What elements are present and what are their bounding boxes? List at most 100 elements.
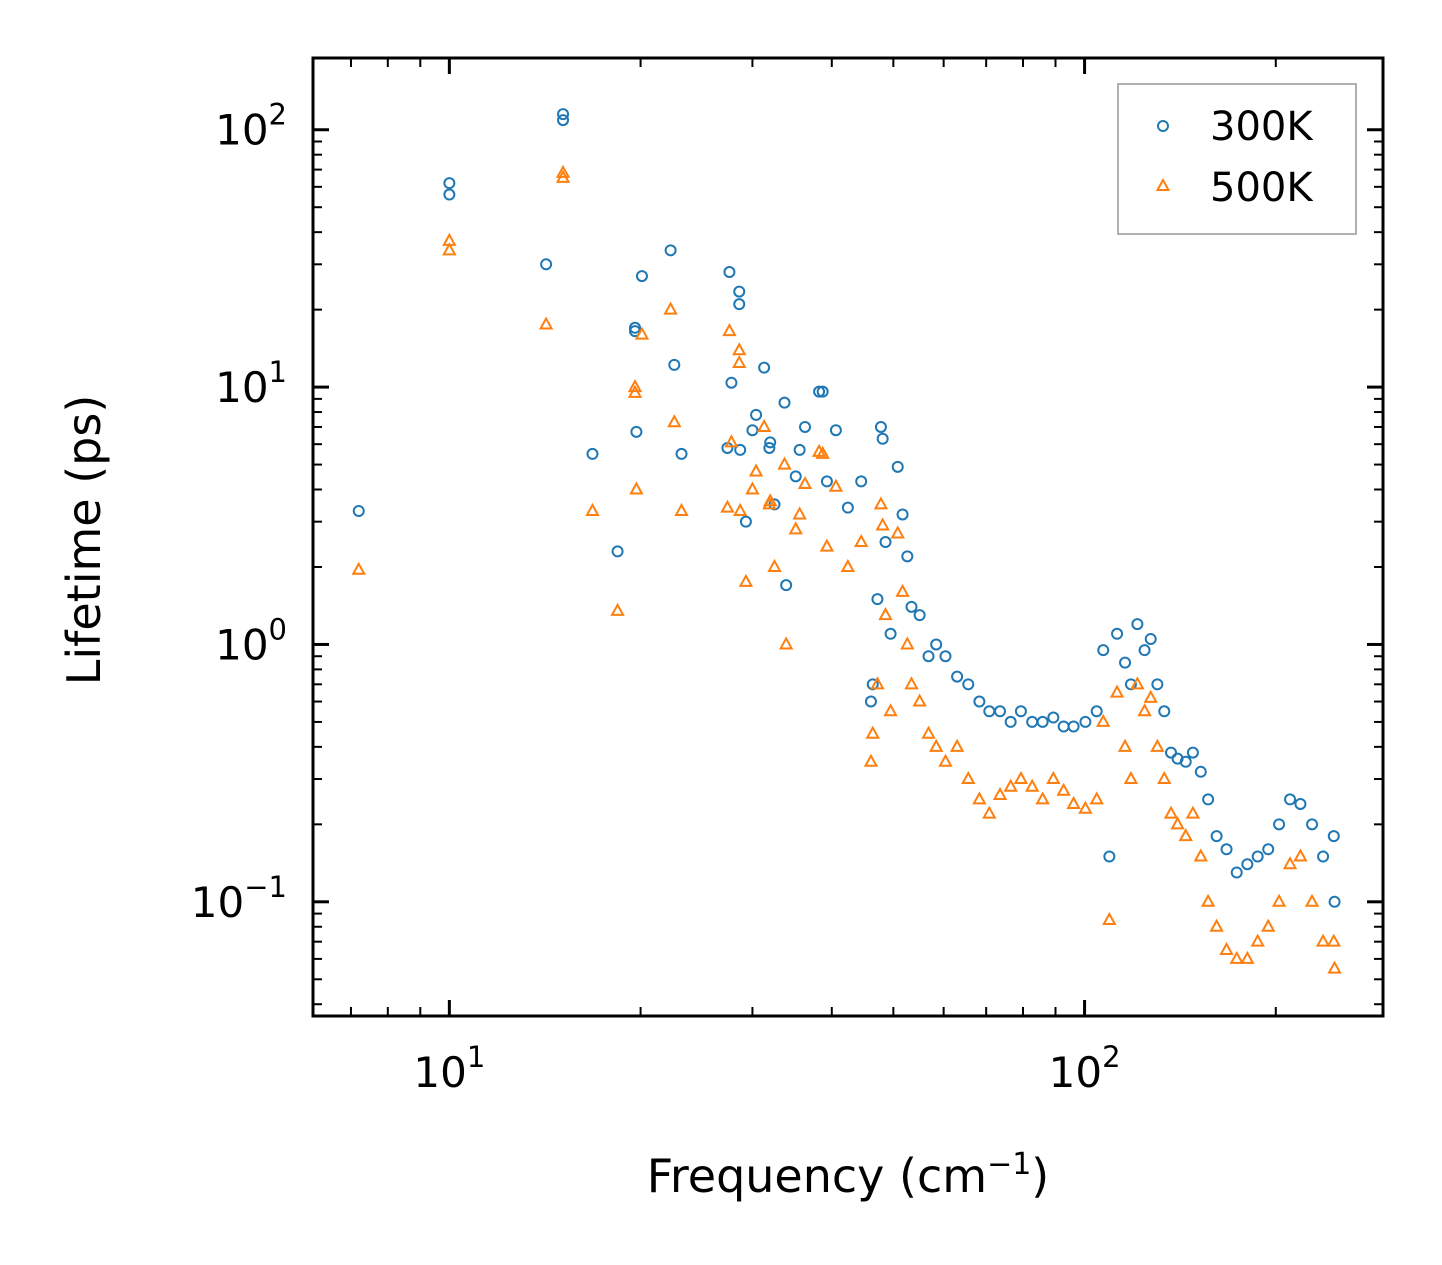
data-point-500k bbox=[883, 703, 898, 717]
data-point-500k bbox=[792, 506, 807, 520]
data-point-500k bbox=[992, 786, 1008, 801]
data-point-500k bbox=[738, 573, 754, 587]
data-point-500k bbox=[938, 753, 953, 767]
series-300k bbox=[352, 108, 1341, 908]
x-tick-label: 102 bbox=[1049, 1040, 1121, 1097]
data-point-300k bbox=[1158, 705, 1171, 718]
data-point-300k bbox=[973, 695, 986, 708]
data-point-500k bbox=[1209, 918, 1224, 932]
data-point-300k bbox=[764, 436, 777, 449]
data-point-500k bbox=[1163, 805, 1179, 819]
data-point-300k bbox=[352, 505, 365, 518]
data-point-300k bbox=[1047, 711, 1060, 724]
data-point-500k bbox=[912, 693, 927, 707]
data-point-300k bbox=[778, 396, 791, 409]
data-point-500k bbox=[815, 445, 830, 459]
legend-label-500k: 500K bbox=[1210, 165, 1314, 211]
data-point-500k bbox=[1137, 703, 1152, 717]
data-point-300k bbox=[871, 593, 884, 606]
data-point-300k bbox=[816, 385, 829, 398]
data-point-500k bbox=[1056, 782, 1071, 796]
data-point-300k bbox=[1241, 858, 1254, 871]
data-point-500k bbox=[895, 583, 910, 597]
data-point-500k bbox=[733, 502, 748, 517]
data-point-300k bbox=[723, 266, 736, 279]
data-point-300k bbox=[1103, 850, 1116, 863]
x-tick-label: 101 bbox=[413, 1040, 485, 1097]
data-point-500k bbox=[875, 517, 890, 531]
data-point-500k bbox=[1304, 893, 1320, 907]
series-layer bbox=[351, 108, 1342, 974]
x-axis-title: Frequency (cm−1) bbox=[647, 1147, 1050, 1203]
data-point-500k bbox=[778, 636, 794, 650]
data-point-500k bbox=[720, 499, 735, 513]
data-point-500k bbox=[722, 323, 737, 337]
data-point-300k bbox=[763, 441, 776, 454]
data-point-300k bbox=[901, 550, 914, 563]
data-point-500k bbox=[1150, 738, 1165, 752]
data-point-300k bbox=[876, 432, 889, 445]
data-point-500k bbox=[854, 533, 869, 548]
data-point-500k bbox=[538, 316, 554, 330]
data-point-500k bbox=[865, 725, 880, 739]
data-point-300k bbox=[635, 270, 648, 283]
data-point-500k bbox=[878, 607, 893, 621]
data-point-300k bbox=[1138, 644, 1151, 657]
data-point-500k bbox=[667, 414, 682, 428]
data-point-300k bbox=[733, 285, 746, 298]
data-point-300k bbox=[1186, 746, 1199, 759]
data-point-300k bbox=[905, 600, 918, 613]
data-point-300k bbox=[1194, 765, 1207, 778]
data-point-500k bbox=[949, 738, 965, 752]
data-point-500k bbox=[627, 384, 643, 398]
data-point-300k bbox=[443, 188, 456, 201]
data-point-300k bbox=[1210, 830, 1223, 843]
data-point-300k bbox=[1090, 705, 1103, 718]
data-point-500k bbox=[797, 475, 813, 490]
data-point-300k bbox=[629, 321, 642, 334]
data-point-300k bbox=[1097, 644, 1110, 657]
data-point-300k bbox=[557, 108, 570, 121]
data-point-500k bbox=[904, 676, 919, 690]
data-point-300k bbox=[540, 258, 553, 271]
data-point-500k bbox=[1250, 933, 1265, 947]
data-point-500k bbox=[870, 676, 885, 690]
data-point-500k bbox=[732, 342, 747, 356]
data-point-500k bbox=[663, 301, 678, 315]
data-point-500k bbox=[1066, 795, 1081, 809]
tick-layer: 101 102 10−1 100 101 102 bbox=[191, 58, 1383, 1097]
data-point-500k bbox=[819, 538, 835, 552]
data-point-500k bbox=[627, 379, 643, 393]
y-axis-title: Lifetime (ps) bbox=[57, 395, 111, 686]
data-point-500k bbox=[1229, 950, 1244, 964]
data-point-300k bbox=[1306, 818, 1319, 831]
data-point-500k bbox=[921, 725, 936, 739]
data-point-300k bbox=[750, 408, 763, 421]
data-point-300k bbox=[1079, 715, 1092, 728]
data-point-500k bbox=[1271, 893, 1287, 907]
data-point-500k bbox=[1102, 911, 1117, 925]
data-point-500k bbox=[745, 481, 760, 495]
data-point-300k bbox=[1327, 830, 1340, 843]
data-point-500k bbox=[1327, 960, 1342, 974]
legend-marker-500k bbox=[1155, 177, 1171, 191]
data-point-500k bbox=[982, 805, 997, 819]
data-point-300k bbox=[611, 545, 624, 558]
data-point-300k bbox=[739, 515, 752, 528]
data-point-300k bbox=[746, 424, 759, 437]
data-point-300k bbox=[829, 424, 842, 437]
data-point-500k bbox=[1096, 713, 1111, 727]
data-point-500k bbox=[1219, 941, 1234, 955]
data-point-500k bbox=[1117, 738, 1133, 752]
data-point-500k bbox=[1200, 893, 1216, 907]
data-point-300k bbox=[789, 470, 802, 483]
data-point-500k bbox=[629, 481, 644, 495]
data-point-300k bbox=[813, 385, 826, 398]
data-point-300k bbox=[1220, 843, 1233, 856]
data-point-300k bbox=[896, 508, 909, 521]
data-point-300k bbox=[1317, 850, 1330, 863]
data-point-500k bbox=[442, 242, 457, 256]
data-point-300k bbox=[855, 475, 868, 488]
data-point-300k bbox=[874, 420, 887, 433]
